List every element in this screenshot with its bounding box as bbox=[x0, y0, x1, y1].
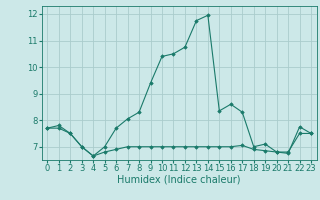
X-axis label: Humidex (Indice chaleur): Humidex (Indice chaleur) bbox=[117, 175, 241, 185]
